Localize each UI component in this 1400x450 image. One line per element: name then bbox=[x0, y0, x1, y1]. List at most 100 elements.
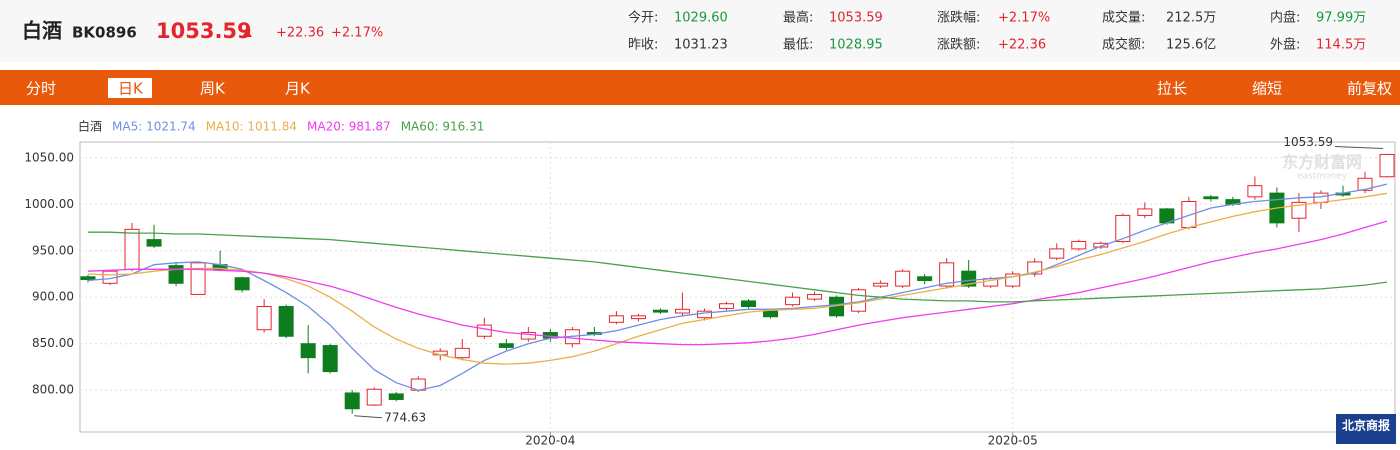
candle-body bbox=[1049, 248, 1065, 259]
tab[interactable]: 分时 bbox=[26, 80, 56, 98]
candle-body bbox=[476, 324, 492, 337]
candle-body bbox=[741, 300, 757, 308]
candle-body bbox=[344, 392, 360, 410]
y-tick-label: 900.00 bbox=[32, 290, 74, 304]
candle-body bbox=[763, 310, 779, 318]
quote-label: 涨跌额: bbox=[937, 37, 980, 53]
quote-value: +22.36 bbox=[998, 38, 1046, 53]
candle-body bbox=[895, 270, 911, 287]
annotation: 1053.59 bbox=[1283, 135, 1333, 149]
quote-grid: 今开: 1029.60 昨收: 1031.23 最高: 1053.59 最低: … bbox=[628, 10, 1366, 53]
candle-body bbox=[674, 308, 690, 314]
y-tick-label: 1050.00 bbox=[24, 150, 74, 164]
watermark: 东方财富网 bbox=[1282, 153, 1362, 172]
quote-value: 125.6亿 bbox=[1166, 38, 1216, 53]
quote-value: +2.17% bbox=[998, 11, 1050, 26]
candle-body bbox=[718, 303, 734, 309]
candle-body bbox=[1093, 242, 1109, 248]
candle-body bbox=[807, 293, 823, 300]
legend-entry: MA20: 981.87 bbox=[307, 120, 391, 134]
change: +22.36 bbox=[276, 26, 324, 41]
tool-button[interactable]: 拉长 bbox=[1157, 80, 1187, 98]
candle-body bbox=[454, 347, 470, 359]
y-tick-label: 950.00 bbox=[32, 243, 74, 257]
candle-body bbox=[1379, 153, 1395, 178]
legend-entry: MA60: 916.31 bbox=[401, 120, 485, 134]
tab[interactable]: 月K bbox=[285, 80, 311, 98]
quote-value: 1053.59 bbox=[829, 11, 883, 26]
candle-body bbox=[1291, 201, 1307, 219]
candle-body bbox=[146, 239, 162, 247]
quote-value: 97.99万 bbox=[1316, 11, 1366, 26]
candle-body bbox=[388, 393, 404, 400]
active-tab-bg bbox=[108, 78, 152, 98]
candle-body bbox=[168, 265, 184, 284]
annotation: 774.63 bbox=[384, 410, 426, 424]
candle-body bbox=[366, 388, 382, 406]
logo: 北京商报 bbox=[1342, 418, 1390, 433]
candle-body bbox=[917, 276, 933, 281]
candle-body bbox=[873, 282, 889, 287]
candle-body bbox=[322, 345, 338, 373]
watermark: eastmoney bbox=[1297, 172, 1348, 182]
tool-button[interactable]: 前复权 bbox=[1347, 80, 1392, 98]
logo-bg bbox=[1336, 414, 1396, 444]
index-code: BK0896 bbox=[72, 24, 137, 42]
ma-line bbox=[87, 220, 1388, 346]
plot: 800.00 850.00 900.00 950.00 1000.00 1050.00 20… bbox=[24, 119, 1395, 448]
candle-body bbox=[630, 315, 646, 320]
y-tick-label: 800.00 bbox=[32, 383, 74, 397]
candle-body bbox=[939, 262, 955, 287]
x-tick-label: 2020-04 bbox=[525, 434, 575, 448]
quote-label: 最低: bbox=[783, 38, 813, 53]
header-bg bbox=[0, 0, 1400, 62]
price: 1053.59 bbox=[156, 19, 252, 43]
y-tick-label: 1000.00 bbox=[24, 197, 74, 211]
candle-body bbox=[1071, 240, 1087, 250]
candle-body bbox=[234, 277, 250, 291]
candle-body bbox=[80, 276, 96, 281]
tab-active[interactable]: 日K bbox=[118, 80, 144, 98]
plot-frame bbox=[79, 141, 1396, 433]
candle-body bbox=[190, 262, 206, 295]
candle-body bbox=[124, 228, 140, 270]
up-arrow bbox=[242, 29, 252, 37]
quote-label: 涨跌幅: bbox=[937, 10, 980, 26]
tab[interactable]: 周K bbox=[200, 80, 226, 98]
quote-label: 昨收: bbox=[628, 38, 658, 53]
quote-value: 1028.95 bbox=[829, 38, 883, 53]
legend-entry: MA5: 1021.74 bbox=[112, 120, 196, 134]
candle-body bbox=[1313, 192, 1329, 203]
quote-label: 内盘: bbox=[1270, 10, 1300, 26]
candle-body bbox=[608, 315, 624, 323]
tool-button[interactable]: 缩短 bbox=[1252, 80, 1282, 98]
candle-body bbox=[498, 343, 514, 348]
quote-label: 今开: bbox=[628, 10, 658, 26]
candle-body bbox=[785, 296, 801, 306]
annotation-arrow bbox=[1334, 145, 1384, 149]
candle-body bbox=[1115, 214, 1131, 242]
candle-body bbox=[1137, 208, 1153, 216]
x-tick-label: 2020-05 bbox=[988, 434, 1038, 448]
candle-body bbox=[1203, 196, 1219, 200]
candle-body bbox=[652, 309, 668, 313]
candle-body bbox=[256, 306, 272, 331]
index-name: 白酒 bbox=[22, 19, 62, 43]
quote-value: 1029.60 bbox=[674, 11, 728, 26]
quote-label: 成交量: bbox=[1102, 10, 1145, 26]
candle-body bbox=[1181, 200, 1197, 229]
y-tick-label: 850.00 bbox=[32, 336, 74, 350]
quote-label: 成交额: bbox=[1102, 37, 1145, 53]
candle-body bbox=[278, 306, 294, 337]
quote-value: 1031.23 bbox=[674, 38, 728, 53]
candle-body bbox=[520, 332, 536, 340]
annotation-arrow bbox=[354, 415, 383, 419]
ma-line bbox=[87, 183, 1388, 391]
change-pct: +2.17% bbox=[331, 26, 383, 41]
candle-body bbox=[1247, 185, 1263, 198]
candle-body bbox=[1357, 177, 1373, 191]
legend-entry: MA10: 1011.84 bbox=[206, 120, 297, 134]
ma-line bbox=[88, 231, 1388, 303]
candle-body bbox=[961, 270, 977, 287]
